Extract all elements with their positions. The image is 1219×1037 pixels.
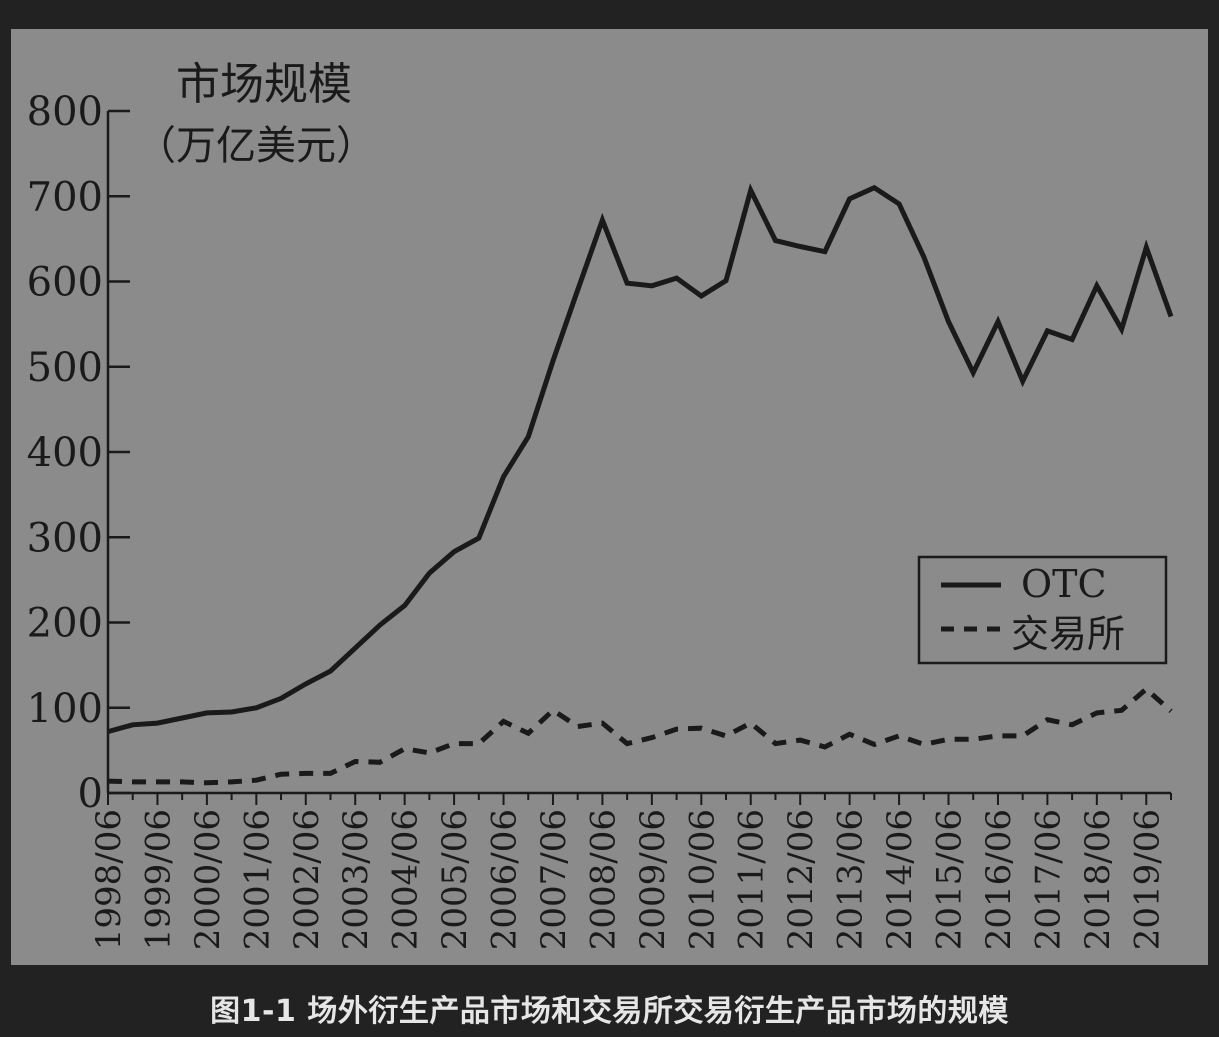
x-tick-label-2019-06: 2019/06 <box>1127 809 1167 950</box>
x-tick-label-2015-06: 2015/06 <box>930 809 970 950</box>
x-tick-label-2001-06: 2001/06 <box>237 809 277 950</box>
legend-box <box>917 555 1168 665</box>
y-tick-label-200: 200 <box>27 601 103 647</box>
legend: OTC 交易所 <box>917 555 1168 665</box>
x-tick-label-2006-06: 2006/06 <box>485 809 525 950</box>
figure-caption: 图1-1 场外衍生产品市场和交易所交易衍生产品市场的规模 <box>210 994 1009 1029</box>
legend-label-exchange: 交易所 <box>1011 612 1125 656</box>
x-tick-label-2002-06: 2002/06 <box>287 809 327 950</box>
y-tick-label-400: 400 <box>27 430 103 476</box>
chart-frame: 0 100 200 300 400 500 600 700 800 1998/06 1999/06 2… <box>11 29 1208 965</box>
y-tick-label-300: 300 <box>27 515 103 561</box>
x-tick-label-2010-06: 2010/06 <box>682 809 722 950</box>
y-tick-label-700: 700 <box>27 174 103 220</box>
x-tick-label-2012-06: 2012/06 <box>781 809 821 950</box>
x-tick-label-2011-06: 2011/06 <box>732 809 772 950</box>
x-tick-label-2000-06: 2000/06 <box>188 809 228 950</box>
x-tick-label-2018-06: 2018/06 <box>1078 809 1118 950</box>
x-tick-label-2007-06: 2007/06 <box>534 809 574 950</box>
series-line-otc <box>107 183 1174 735</box>
series-line-exchange <box>107 685 1173 786</box>
y-tick-label-600: 600 <box>27 260 103 306</box>
x-tick-label-2008-06: 2008/06 <box>583 809 623 950</box>
x-tick-label-1998-06: 1998/06 <box>89 809 129 950</box>
x-tick-label-2014-06: 2014/06 <box>880 809 920 950</box>
x-tick-label-2005-06: 2005/06 <box>435 809 475 950</box>
x-tick-label-2016-06: 2016/06 <box>979 809 1019 950</box>
y-axis-title-line1: 市场规模 <box>176 59 352 110</box>
y-axis-title-line2: （万亿美元） <box>136 123 376 169</box>
x-tick-label-2013-06: 2013/06 <box>831 809 871 950</box>
y-tick-label-100: 100 <box>27 686 103 732</box>
y-tick-label-500: 500 <box>27 345 103 391</box>
x-tick-label-1999-06: 1999/06 <box>138 809 178 950</box>
x-tick-label-2003-06: 2003/06 <box>336 809 376 950</box>
legend-label-otc: OTC <box>1021 562 1107 606</box>
x-tick-label-2004-06: 2004/06 <box>386 809 426 950</box>
series-lines <box>107 183 1174 786</box>
x-tick-label-2017-06: 2017/06 <box>1028 809 1068 950</box>
y-tick-label-0: 0 <box>78 771 103 817</box>
x-tick-label-2009-06: 2009/06 <box>633 809 673 950</box>
y-tick-label-800: 800 <box>27 89 103 135</box>
